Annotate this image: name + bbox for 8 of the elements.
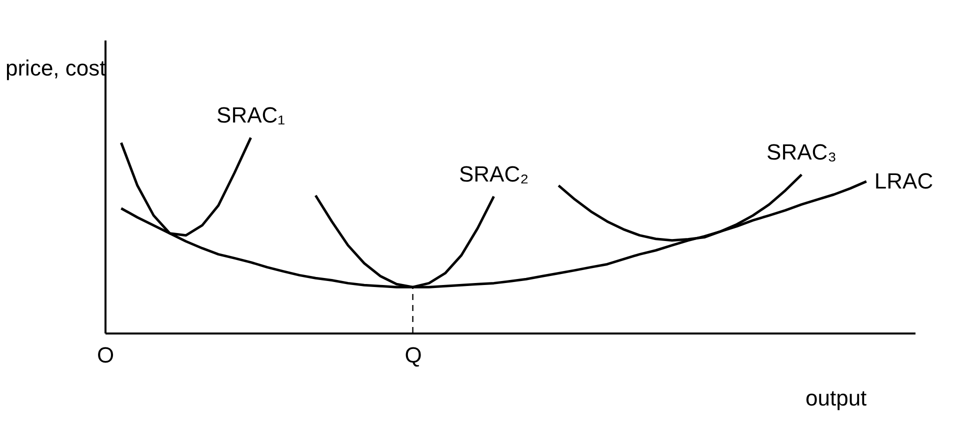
x-tick-label: Q: [404, 342, 422, 368]
y-axis-title: price, cost: [6, 56, 106, 80]
series-label: SRAC₁: [216, 102, 286, 128]
series-label: SRAC₃: [766, 140, 837, 165]
series-label: LRAC: [874, 168, 934, 194]
x-tick-label: O: [96, 342, 114, 368]
x-axis-title: output: [806, 386, 867, 410]
series-label: SRAC₂: [458, 161, 529, 186]
